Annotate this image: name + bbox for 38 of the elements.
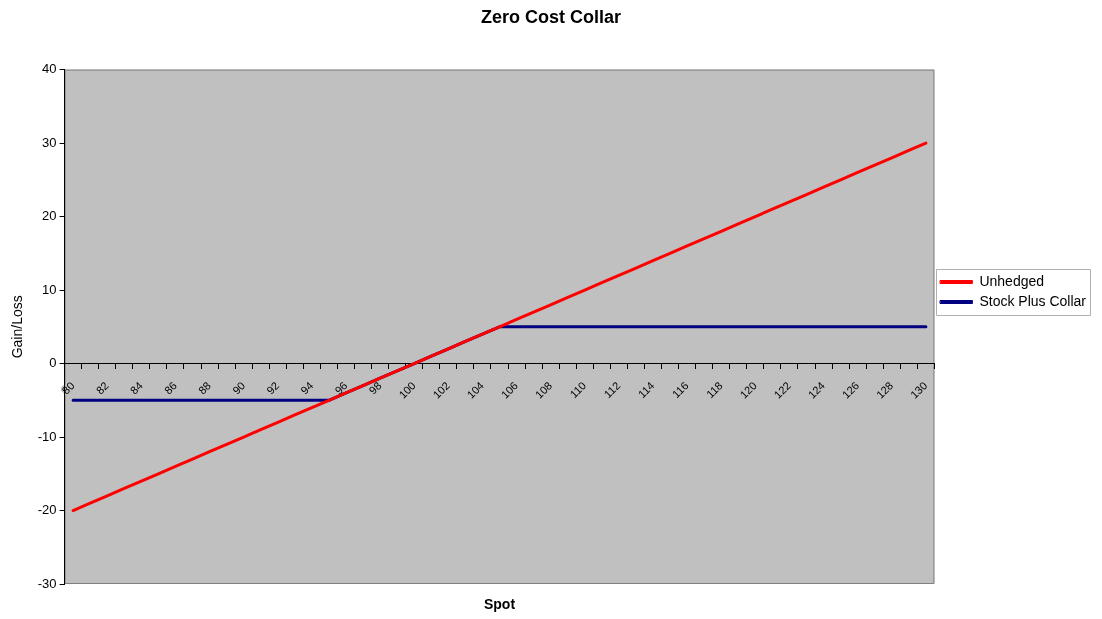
x-tick-label: 84: [127, 379, 145, 397]
y-tick-label: 0: [49, 355, 57, 371]
x-tick-label: 126: [839, 379, 862, 401]
y-tick-label: 30: [42, 134, 57, 150]
x-tick-label: 86: [161, 379, 180, 397]
x-tick-label: 108: [532, 379, 555, 401]
y-tick-label: -20: [37, 502, 57, 518]
x-tick-label: 102: [430, 379, 452, 401]
chart-title: Zero Cost Collar: [480, 6, 622, 27]
x-tick-label: 130: [907, 379, 930, 401]
x-tick-label: 92: [264, 379, 282, 397]
x-tick-label: 124: [805, 379, 828, 401]
x-tick-label: 94: [298, 379, 316, 397]
y-tick-label: -30: [37, 575, 57, 591]
x-tick-label: 98: [366, 379, 384, 397]
x-tick-label: 106: [498, 379, 521, 401]
y-tick-label: 40: [42, 61, 57, 77]
x-tick-label: 100: [396, 379, 418, 401]
x-tick-label: 122: [771, 379, 793, 401]
x-tick-label: 112: [601, 379, 623, 401]
x-tick-label: 128: [873, 379, 896, 401]
legend-label: Unhedged: [979, 272, 1045, 289]
legend-label: Stock Plus Collar: [979, 292, 1087, 309]
x-tick-label: 118: [703, 379, 725, 401]
x-tick-label: 104: [464, 379, 486, 401]
x-tick-label: 120: [737, 379, 759, 401]
x-tick-label: 82: [93, 379, 111, 397]
x-tick-label: 90: [230, 379, 248, 397]
x-tick-label: 116: [669, 379, 691, 401]
x-tick-label: 114: [635, 379, 657, 401]
x-tick-label: 110: [567, 379, 589, 401]
x-axis-title: Spot: [483, 595, 516, 612]
y-axis-title: Gain/Loss: [9, 295, 26, 359]
y-tick-label: 10: [42, 281, 57, 297]
y-tick-label: -10: [37, 428, 57, 444]
y-tick-label: 20: [42, 208, 57, 224]
x-tick-label: 96: [332, 379, 350, 397]
x-tick-label: 88: [195, 379, 214, 397]
